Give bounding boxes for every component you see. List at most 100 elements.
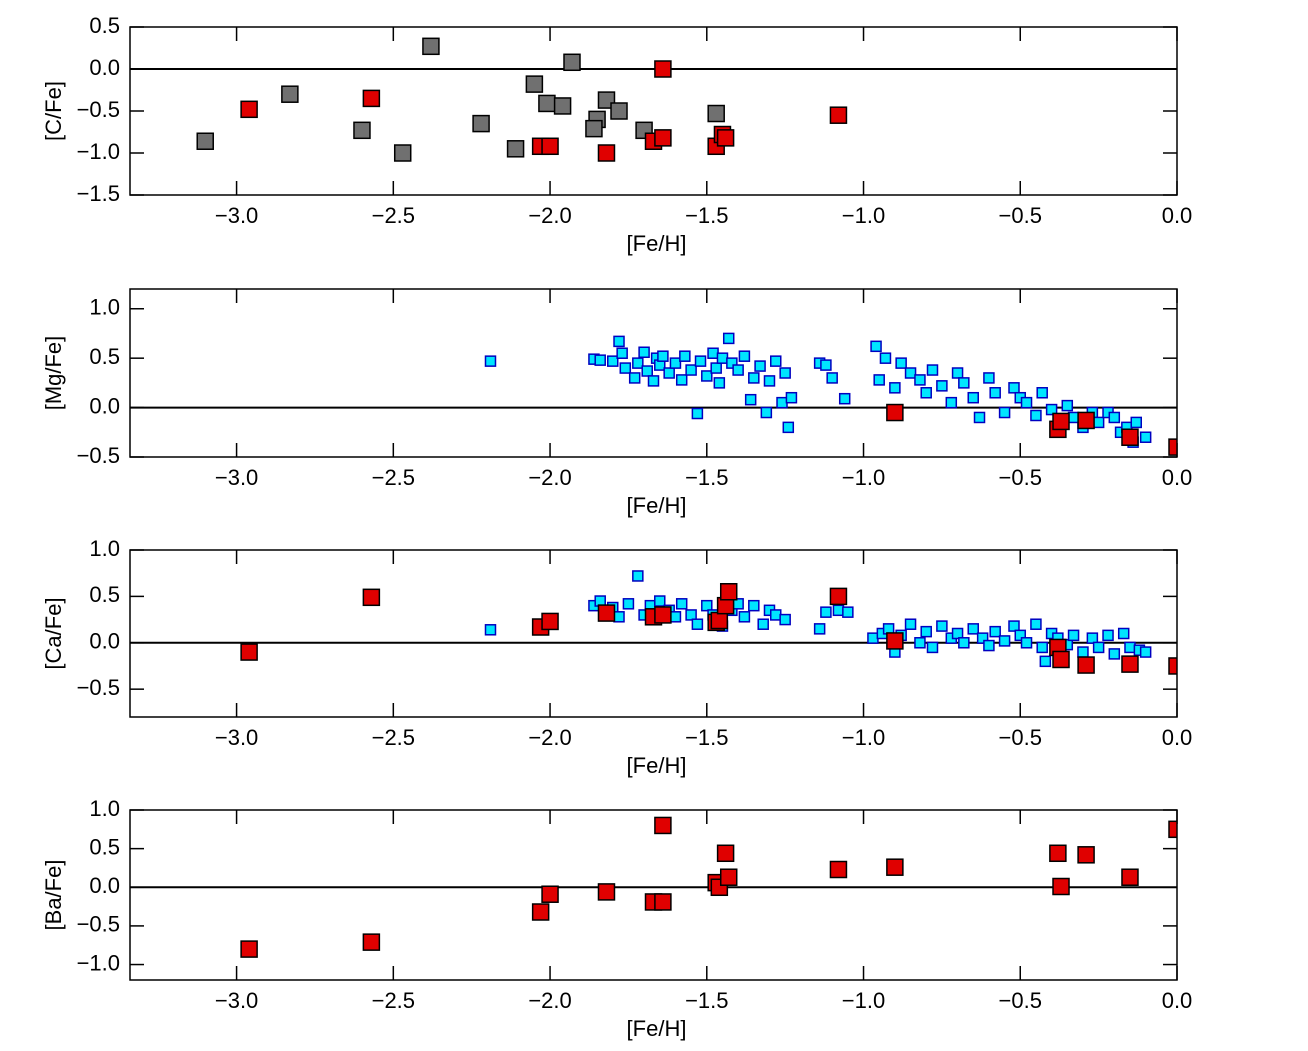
data-point	[926, 641, 939, 654]
data-point	[967, 623, 979, 635]
y-tick-label: −1.5	[77, 181, 120, 206]
data-point	[707, 347, 719, 359]
data-point	[1086, 632, 1099, 644]
y-axis-label: [Ba/Fe]	[41, 860, 66, 931]
data-point	[782, 421, 795, 434]
data-point	[838, 392, 851, 405]
data-point	[748, 372, 760, 384]
data-point	[716, 129, 735, 147]
data-point	[826, 372, 838, 384]
x-tick-label: −1.0	[842, 988, 885, 1013]
data-point	[886, 858, 904, 876]
x-tick-label: −0.5	[999, 203, 1042, 228]
data-point	[663, 367, 675, 379]
data-point	[531, 903, 550, 921]
data-point	[472, 114, 490, 133]
data-point	[760, 406, 773, 419]
data-point	[1168, 438, 1177, 456]
data-point	[654, 60, 672, 78]
x-tick-label: 0.0	[1162, 725, 1193, 750]
axes-frame	[129, 809, 1178, 981]
data-point	[710, 611, 729, 630]
x-tick-label: 0.0	[1162, 988, 1193, 1013]
x-tick-label: −3.0	[215, 988, 258, 1013]
x-axis-label: [Fe/H]	[627, 1016, 687, 1041]
panel: −3.0 −2.5 −2.0 −1.5 −1.0 −0.5 0.0 −1.5 −1.0 −0.5 0…	[41, 13, 1192, 256]
data-point	[353, 121, 371, 140]
data-point	[710, 362, 722, 374]
x-tick-label: −3.0	[215, 203, 258, 228]
data-point	[1077, 846, 1095, 864]
data-point	[820, 606, 832, 618]
data-point	[1052, 877, 1070, 896]
x-tick-label: −1.5	[685, 203, 728, 228]
data-point	[989, 625, 1001, 638]
data-point	[541, 137, 559, 156]
x-axis-label: [Fe/H]	[627, 753, 687, 778]
y-tick-label: 0.0	[89, 873, 120, 898]
data-point	[716, 352, 729, 364]
data-point	[654, 595, 666, 607]
data-point	[541, 612, 559, 631]
data-point	[669, 611, 682, 623]
x-tick-label: −1.5	[685, 988, 728, 1013]
data-point	[654, 606, 672, 624]
x-tick-label: −2.5	[372, 203, 415, 228]
data-point	[779, 613, 791, 626]
data-point	[610, 102, 628, 120]
data-point	[813, 623, 826, 635]
data-point	[654, 816, 672, 835]
x-tick-label: −2.5	[372, 465, 415, 490]
data-point	[983, 372, 995, 384]
data-point	[879, 352, 892, 364]
data-point	[1139, 646, 1152, 658]
data-point	[1121, 428, 1139, 446]
data-point	[763, 375, 776, 387]
data-point	[694, 355, 707, 367]
data-point	[1117, 627, 1130, 640]
data-point	[622, 598, 635, 610]
data-point	[707, 104, 725, 123]
data-point	[1121, 868, 1139, 886]
y-tick-label: 0.5	[89, 13, 120, 38]
data-point	[713, 377, 726, 389]
data-point	[619, 362, 632, 374]
data-point	[594, 354, 606, 366]
data-point	[1092, 641, 1105, 654]
axes-frame	[129, 288, 1178, 458]
data-point	[281, 85, 299, 103]
data-point	[1049, 844, 1067, 863]
data-point	[829, 587, 848, 606]
data-point	[196, 132, 214, 150]
panel: −3.0 −2.5 −2.0 −1.5 −1.0 −0.5 0.0 −0.5 0.0 0.5 1.0…	[41, 288, 1192, 518]
data-point	[1168, 657, 1177, 675]
data-point	[870, 340, 882, 353]
data-point	[685, 609, 697, 621]
y-tick-label: 1.0	[89, 796, 120, 821]
x-tick-label: −1.0	[842, 465, 885, 490]
data-point	[967, 391, 979, 404]
x-tick-label: −1.5	[685, 725, 728, 750]
data-point	[1030, 409, 1042, 422]
y-tick-label: 0.5	[89, 582, 120, 607]
data-point	[1124, 641, 1136, 654]
y-axis-label: [Ca/Fe]	[41, 597, 66, 669]
data-point	[675, 598, 688, 610]
data-point	[691, 618, 704, 630]
data-point	[1008, 382, 1020, 394]
data-point	[748, 599, 760, 612]
data-point	[886, 403, 904, 422]
data-point	[719, 583, 738, 601]
data-point	[240, 100, 258, 119]
data-point	[484, 624, 497, 636]
y-tick-label: 0.0	[89, 55, 120, 80]
data-point	[541, 885, 559, 903]
data-point	[776, 396, 788, 409]
y-tick-label: −0.5	[77, 675, 120, 700]
data-point	[1052, 650, 1070, 669]
data-point	[654, 893, 672, 911]
data-point	[873, 374, 885, 386]
x-tick-label: −2.0	[528, 203, 571, 228]
data-point	[785, 391, 798, 404]
